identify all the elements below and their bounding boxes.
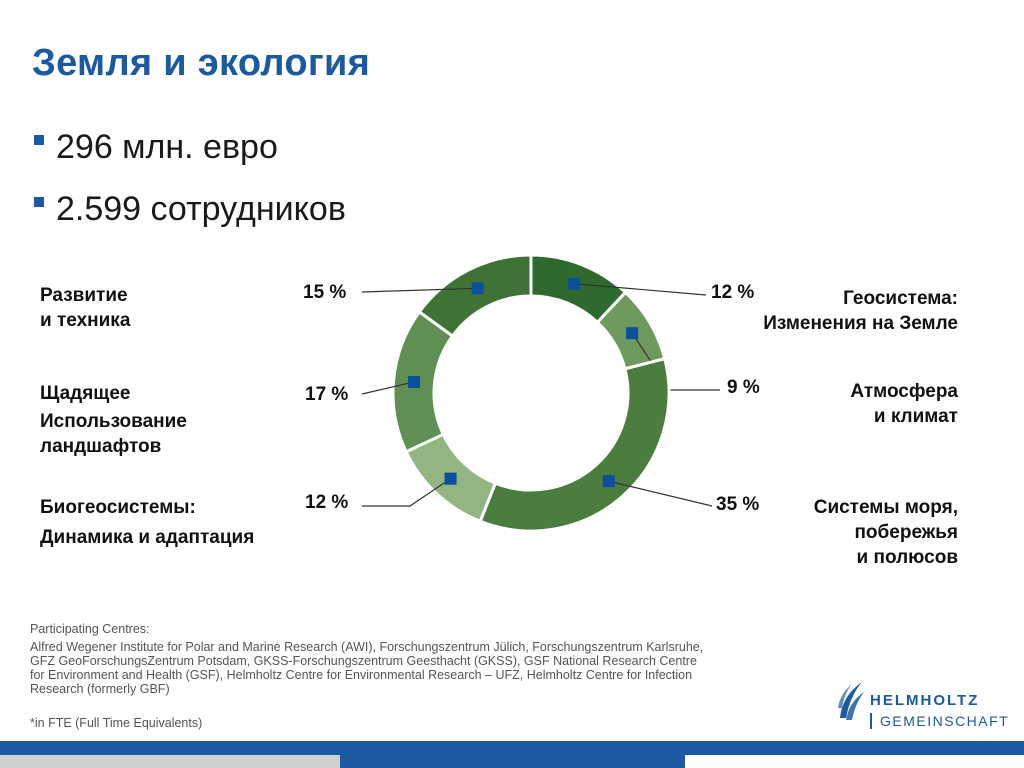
chart-label-line: ландшафтов	[40, 436, 162, 457]
chart-label-technology: Развитие и техника	[40, 283, 130, 333]
chart-label-line: Динамика и адаптация	[40, 527, 255, 548]
leader-line	[574, 283, 707, 296]
chart-label-line: побережья	[854, 522, 958, 543]
chart-label-line: Изменения на Земле	[763, 313, 958, 334]
leader-line	[631, 332, 720, 391]
slice-marker	[408, 375, 421, 388]
slice-marker	[626, 327, 639, 340]
bullet-staff: 2.599 сотрудников	[34, 190, 346, 229]
chart-value-label: 12 %	[305, 492, 349, 513]
footer-centres-line: for Environment and Health (GSF), Helmho…	[30, 668, 693, 682]
slice-marker	[444, 472, 457, 485]
bullet-square-icon	[34, 135, 44, 146]
logo-wordmark-bottom: GEMEINSCHAFT	[870, 713, 1009, 729]
leader-line	[608, 480, 713, 507]
footer-band-blue-segment	[340, 755, 685, 768]
bullet-staff-text: 2.599 сотрудников	[56, 190, 346, 228]
helmholtz-logo: HELMHOLTZ GEMEINSCHAFT	[836, 678, 1009, 740]
chart-label-line: и техника	[40, 310, 131, 331]
donut-slice	[391, 309, 455, 454]
logo-wordmark-top: HELMHOLTZ	[870, 692, 980, 709]
donut-slice	[417, 253, 533, 339]
chart-label-line: Атмосфера	[850, 381, 958, 402]
footer-centres-line: Alfred Wegener Institute for Polar and M…	[30, 640, 704, 654]
footer-band-grey	[0, 755, 340, 768]
chart-label-biogeosystems: Биогеосистемы: Динамика и адаптация	[40, 495, 254, 550]
slice-marker	[471, 282, 484, 295]
footer-band-white-segment	[685, 755, 1024, 768]
bullet-square-icon	[34, 197, 44, 208]
chart-value-label: 17 %	[305, 384, 349, 405]
chart-label-line: Системы моря,	[813, 497, 958, 518]
footer-fte-note: *in FTE (Full Time Equivalents)	[30, 716, 203, 730]
slice-marker	[568, 277, 581, 290]
footer-centres-line: Research (formerly GBF)	[30, 682, 170, 696]
donut-slice	[595, 290, 667, 371]
footer-heading: Participating Centres:	[30, 622, 150, 636]
chart-value-label: 12 %	[711, 282, 755, 303]
donut-slice	[478, 356, 671, 533]
bullet-budget-text: 296 млн. евро	[56, 128, 278, 166]
chart-label-line: Геосистема:	[843, 288, 958, 309]
chart-value-label: 9 %	[727, 377, 760, 398]
chart-label-atmosphere: Атмосфера и климат	[850, 379, 958, 429]
chart-label-line: Использование	[40, 411, 187, 432]
footer-centres-line: GFZ GeoForschungsZentrum Potsdam, GKSS-F…	[30, 654, 697, 668]
slide-title: Земля и экология	[32, 42, 371, 84]
chart-label-geosystem: Геосистема: Изменения на Земле	[763, 286, 958, 336]
slice-marker	[602, 475, 615, 488]
leader-line	[361, 381, 415, 395]
chart-value-label: 15 %	[303, 282, 347, 303]
chart-label-line: Развитие	[40, 285, 128, 306]
helmholtz-logo-icon	[838, 682, 864, 720]
leader-line	[362, 478, 451, 507]
chart-label-line: Биогеосистемы:	[40, 497, 196, 518]
donut-slice	[529, 253, 628, 325]
chart-label-line: Щадящее	[40, 383, 131, 404]
chart-value-label: 35 %	[716, 494, 760, 515]
footer-band-blue	[0, 741, 1024, 755]
chart-label-line: и климат	[873, 406, 958, 427]
leader-line	[361, 287, 478, 293]
donut-slice	[404, 432, 498, 524]
footer-band	[0, 741, 1024, 768]
chart-label-marine: Системы моря, побережья и полюсов	[814, 495, 958, 570]
chart-label-line: и полюсов	[856, 547, 958, 568]
chart-label-landscape: Щадящее Использование ландшафтов	[40, 381, 187, 459]
bullet-budget: 296 млн. евро	[34, 128, 278, 167]
